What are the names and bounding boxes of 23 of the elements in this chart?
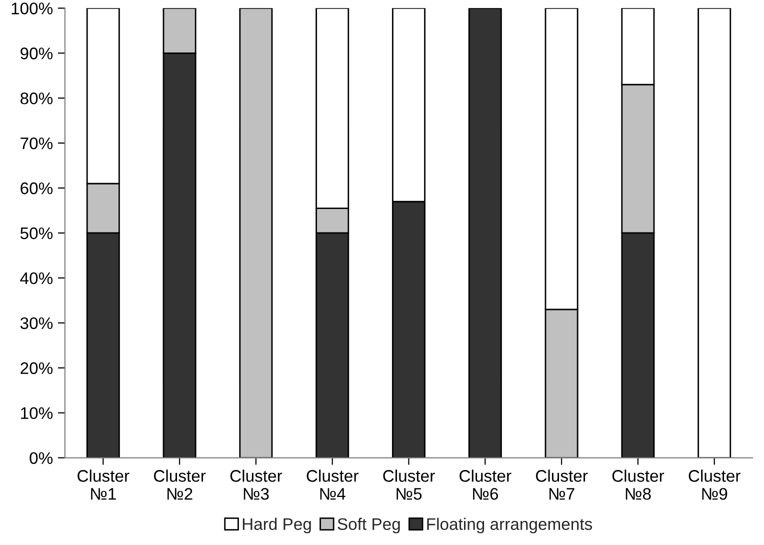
legend-label: Soft Peg — [338, 518, 400, 534]
y-tick-label: 0% — [30, 452, 53, 464]
x-tick-label: Cluster №7 — [536, 470, 588, 500]
y-tick-label: 50% — [20, 227, 53, 240]
y-tick-label: 100% — [12, 2, 53, 14]
y-tick-label: 70% — [20, 137, 53, 150]
x-tick-label: Cluster №1 — [78, 470, 130, 500]
y-tick-label: 60% — [20, 182, 53, 194]
x-tick-label: Cluster №4 — [306, 470, 358, 500]
legend-label: Floating arrangements — [427, 518, 592, 534]
x-tick-label: Cluster №3 — [230, 470, 282, 500]
y-tick-label: 20% — [20, 362, 53, 374]
legend-label: Hard Peg — [242, 518, 311, 534]
y-tick-label: 30% — [20, 317, 53, 330]
x-tick-label: Cluster №5 — [383, 470, 435, 500]
x-tick-label: Cluster №8 — [612, 470, 664, 500]
y-tick-label: 80% — [20, 92, 53, 104]
x-tick-label: Cluster №6 — [460, 470, 512, 500]
y-tick-label: 10% — [21, 407, 53, 420]
y-tick-label: 40% — [20, 272, 53, 284]
x-tick-label: Cluster №2 — [154, 470, 206, 500]
y-tick-label: 90% — [20, 48, 53, 60]
x-tick-label: Cluster №9 — [688, 470, 740, 500]
